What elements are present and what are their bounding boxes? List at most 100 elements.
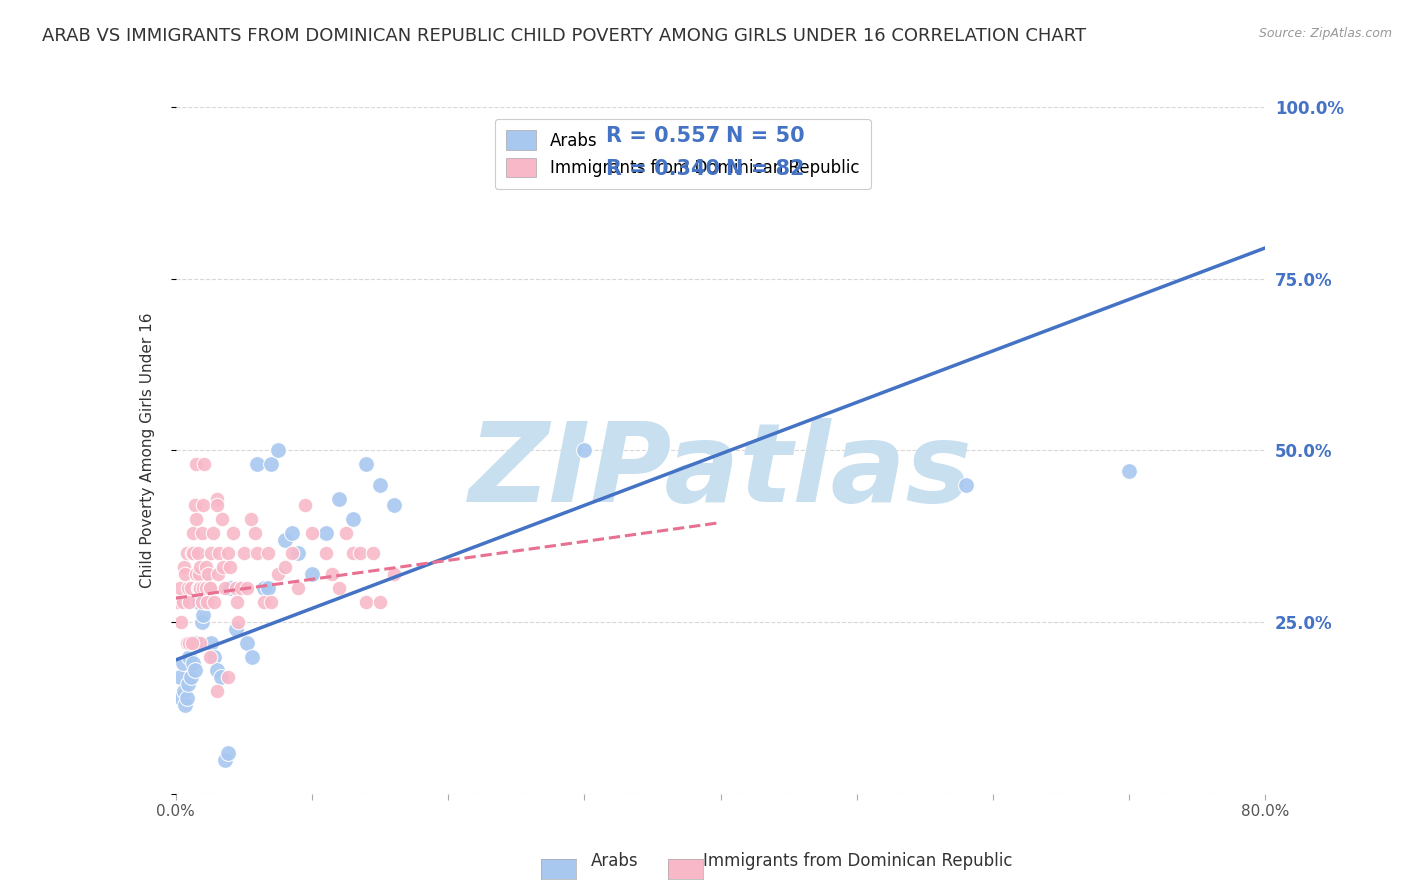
Text: N = 82: N = 82 — [725, 159, 804, 179]
Point — [186, 512, 208, 526]
Text: ARAB VS IMMIGRANTS FROM DOMINICAN REPUBLIC CHILD POVERTY AMONG GIRLS UNDER 16 CO: ARAB VS IMMIGRANTS FROM DOMINICAN REPUBL… — [42, 27, 1087, 45]
Point — [217, 670, 239, 684]
Point — [209, 670, 232, 684]
Point — [260, 594, 283, 608]
Point — [187, 581, 209, 595]
Point — [232, 546, 254, 561]
Point — [172, 594, 194, 608]
Point — [190, 594, 212, 608]
Point — [198, 581, 221, 595]
Point — [328, 491, 350, 506]
Point — [267, 567, 290, 582]
Point — [169, 581, 191, 595]
Point — [202, 594, 225, 608]
Point — [200, 636, 222, 650]
Point — [253, 581, 276, 595]
Point — [240, 649, 263, 664]
Point — [294, 499, 316, 513]
Point — [191, 581, 214, 595]
Point — [361, 546, 384, 561]
Point — [231, 581, 253, 595]
Point — [280, 525, 302, 540]
Text: Immigrants from Dominican Republic: Immigrants from Dominican Republic — [703, 852, 1012, 870]
Point — [328, 581, 350, 595]
Text: N = 50: N = 50 — [725, 126, 804, 146]
Point — [188, 636, 211, 650]
Point — [197, 581, 219, 595]
Point — [176, 636, 198, 650]
Point — [177, 677, 200, 691]
Point — [239, 512, 262, 526]
Point — [382, 499, 405, 513]
Point — [194, 594, 217, 608]
Point — [172, 657, 194, 671]
Point — [225, 622, 247, 636]
Point — [955, 478, 977, 492]
Point — [260, 457, 283, 471]
Point — [188, 560, 211, 574]
Point — [198, 581, 221, 595]
Text: R = 0.557: R = 0.557 — [606, 126, 720, 146]
Point — [179, 636, 201, 650]
Point — [574, 443, 596, 458]
Point — [173, 683, 195, 698]
Point — [195, 594, 218, 608]
Point — [214, 581, 236, 595]
Point — [315, 525, 337, 540]
Point — [194, 560, 217, 574]
Point — [173, 560, 195, 574]
Point — [368, 594, 391, 608]
Point — [197, 567, 219, 582]
Point — [207, 567, 229, 582]
Point — [315, 546, 337, 561]
Point — [167, 594, 190, 608]
Point — [342, 546, 364, 561]
Point — [191, 608, 214, 623]
Point — [180, 670, 202, 684]
Point — [211, 512, 233, 526]
Legend: Arabs, Immigrants from Dominican Republic: Arabs, Immigrants from Dominican Republi… — [495, 119, 870, 189]
Point — [219, 581, 242, 595]
Point — [181, 546, 204, 561]
Point — [217, 546, 239, 561]
Point — [187, 594, 209, 608]
Point — [205, 663, 228, 677]
Text: Arabs: Arabs — [591, 852, 638, 870]
Text: ZIPatlas: ZIPatlas — [468, 417, 973, 524]
Point — [368, 478, 391, 492]
Point — [184, 499, 207, 513]
Point — [205, 491, 228, 506]
Point — [214, 753, 236, 767]
Point — [190, 615, 212, 630]
Text: R = 0.340: R = 0.340 — [606, 159, 720, 179]
Point — [287, 581, 309, 595]
Point — [181, 636, 204, 650]
Point — [274, 560, 297, 574]
Point — [335, 525, 357, 540]
Point — [181, 636, 204, 650]
Point — [200, 546, 222, 561]
Point — [174, 698, 197, 712]
Point — [186, 581, 209, 595]
Point — [176, 546, 198, 561]
Point — [205, 499, 228, 513]
Point — [235, 636, 257, 650]
Point — [186, 636, 208, 650]
Point — [301, 567, 323, 582]
Point — [202, 649, 225, 664]
Point — [222, 525, 245, 540]
Text: Source: ZipAtlas.com: Source: ZipAtlas.com — [1258, 27, 1392, 40]
Point — [183, 525, 205, 540]
Point — [225, 581, 247, 595]
Point — [170, 690, 193, 705]
Point — [194, 581, 217, 595]
Point — [179, 594, 201, 608]
Point — [193, 567, 215, 582]
Point — [186, 567, 208, 582]
Point — [180, 581, 202, 595]
Point — [231, 581, 253, 595]
Point — [257, 581, 280, 595]
Point — [246, 457, 269, 471]
Point — [226, 594, 249, 608]
Point — [184, 663, 207, 677]
